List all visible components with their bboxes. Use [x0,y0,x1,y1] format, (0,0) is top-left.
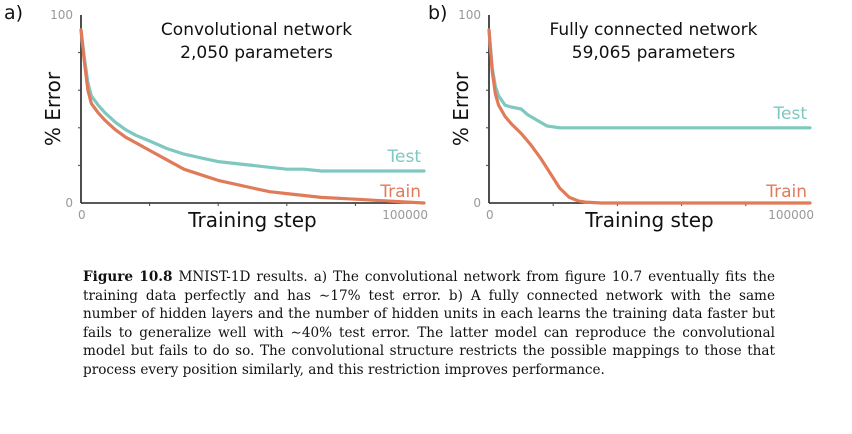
caption-text: MNIST-1D results. a) The convolutional n… [83,269,775,378]
panel-b-y-tick-label: 0 [473,196,481,210]
panel-a-train-label: Train [379,182,421,202]
panel-a-test-label: Test [387,147,422,167]
panel-b-x-axis-title: Training step [584,208,714,232]
panel-b-x-tick-label: 100000 [768,208,814,222]
panel-a-title: Convolutional network [161,20,352,40]
panel-b-test-label: Test [773,104,808,124]
panel-a-x-axis-title: Training step [187,208,317,232]
panel-a-subtitle: 2,050 parameters [180,43,333,63]
figure-caption: Figure 10.8 MNIST-1D results. a) The con… [83,268,775,380]
panel-b-letter: b) [428,2,447,24]
panel-a-y-tick-label: 100 [50,8,73,22]
panel-a-test-line [79,28,426,173]
panel-a-letter: a) [4,2,23,24]
panel-b-subtitle: 59,065 parameters [572,43,736,63]
panel-b-y-tick-label: 100 [458,8,481,22]
panel-a-y-tick-label: 0 [65,196,73,210]
panel-b-train-label: Train [765,182,807,202]
panel-b-train-line [487,28,812,205]
mnist-1d-results-figure: a) 0 100 0 100000 Training step % Error Convolu… [4,2,814,232]
panel-a-y-axis-title: % Error [41,71,65,146]
panel-b-y-axis-title: % Error [449,71,473,146]
panel-b-x-tick-label: 0 [486,208,494,222]
panel-b-title: Fully connected network [550,20,758,40]
caption-label: Figure 10.8 [83,269,173,285]
panel-a-x-tick-label: 0 [78,208,86,222]
panel-b-test-line [487,28,812,130]
panel-a-x-tick-label: 100000 [382,208,428,222]
panel-a-train-line [79,28,426,205]
